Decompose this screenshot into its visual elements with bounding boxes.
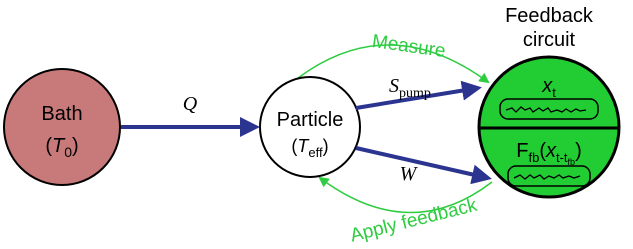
particle-label: Particle bbox=[277, 109, 344, 131]
subscript: fb bbox=[528, 150, 539, 165]
measure-label: Measure bbox=[371, 31, 447, 62]
subscript: eff bbox=[308, 145, 323, 160]
subscript: t-t bbox=[556, 150, 568, 165]
symbol: F bbox=[516, 140, 528, 162]
paren: ) bbox=[72, 135, 79, 157]
subscript: 0 bbox=[64, 144, 72, 160]
apply-feedback-label: Apply feedback bbox=[348, 195, 480, 247]
bath-node bbox=[4, 69, 120, 185]
bath-temperature: (T0) bbox=[45, 135, 78, 160]
pump-label: Spump bbox=[389, 75, 431, 101]
work-arrow bbox=[356, 148, 488, 178]
diagram: Measure Apply feedback Bath (T0) Particl… bbox=[0, 0, 633, 249]
paren: ) bbox=[323, 136, 329, 156]
symbol: S bbox=[389, 75, 399, 97]
bath-label: Bath bbox=[41, 103, 82, 125]
paren: ) bbox=[575, 140, 582, 162]
heat-label: Q bbox=[183, 93, 198, 115]
work-label: W bbox=[400, 163, 419, 185]
page: Measure Apply feedback Bath (T0) Particl… bbox=[0, 0, 633, 249]
subscript: t bbox=[552, 85, 556, 100]
subscript: pump bbox=[399, 86, 431, 101]
feedback-title: Feedback bbox=[505, 5, 594, 27]
feedback-title: circuit bbox=[523, 29, 576, 51]
